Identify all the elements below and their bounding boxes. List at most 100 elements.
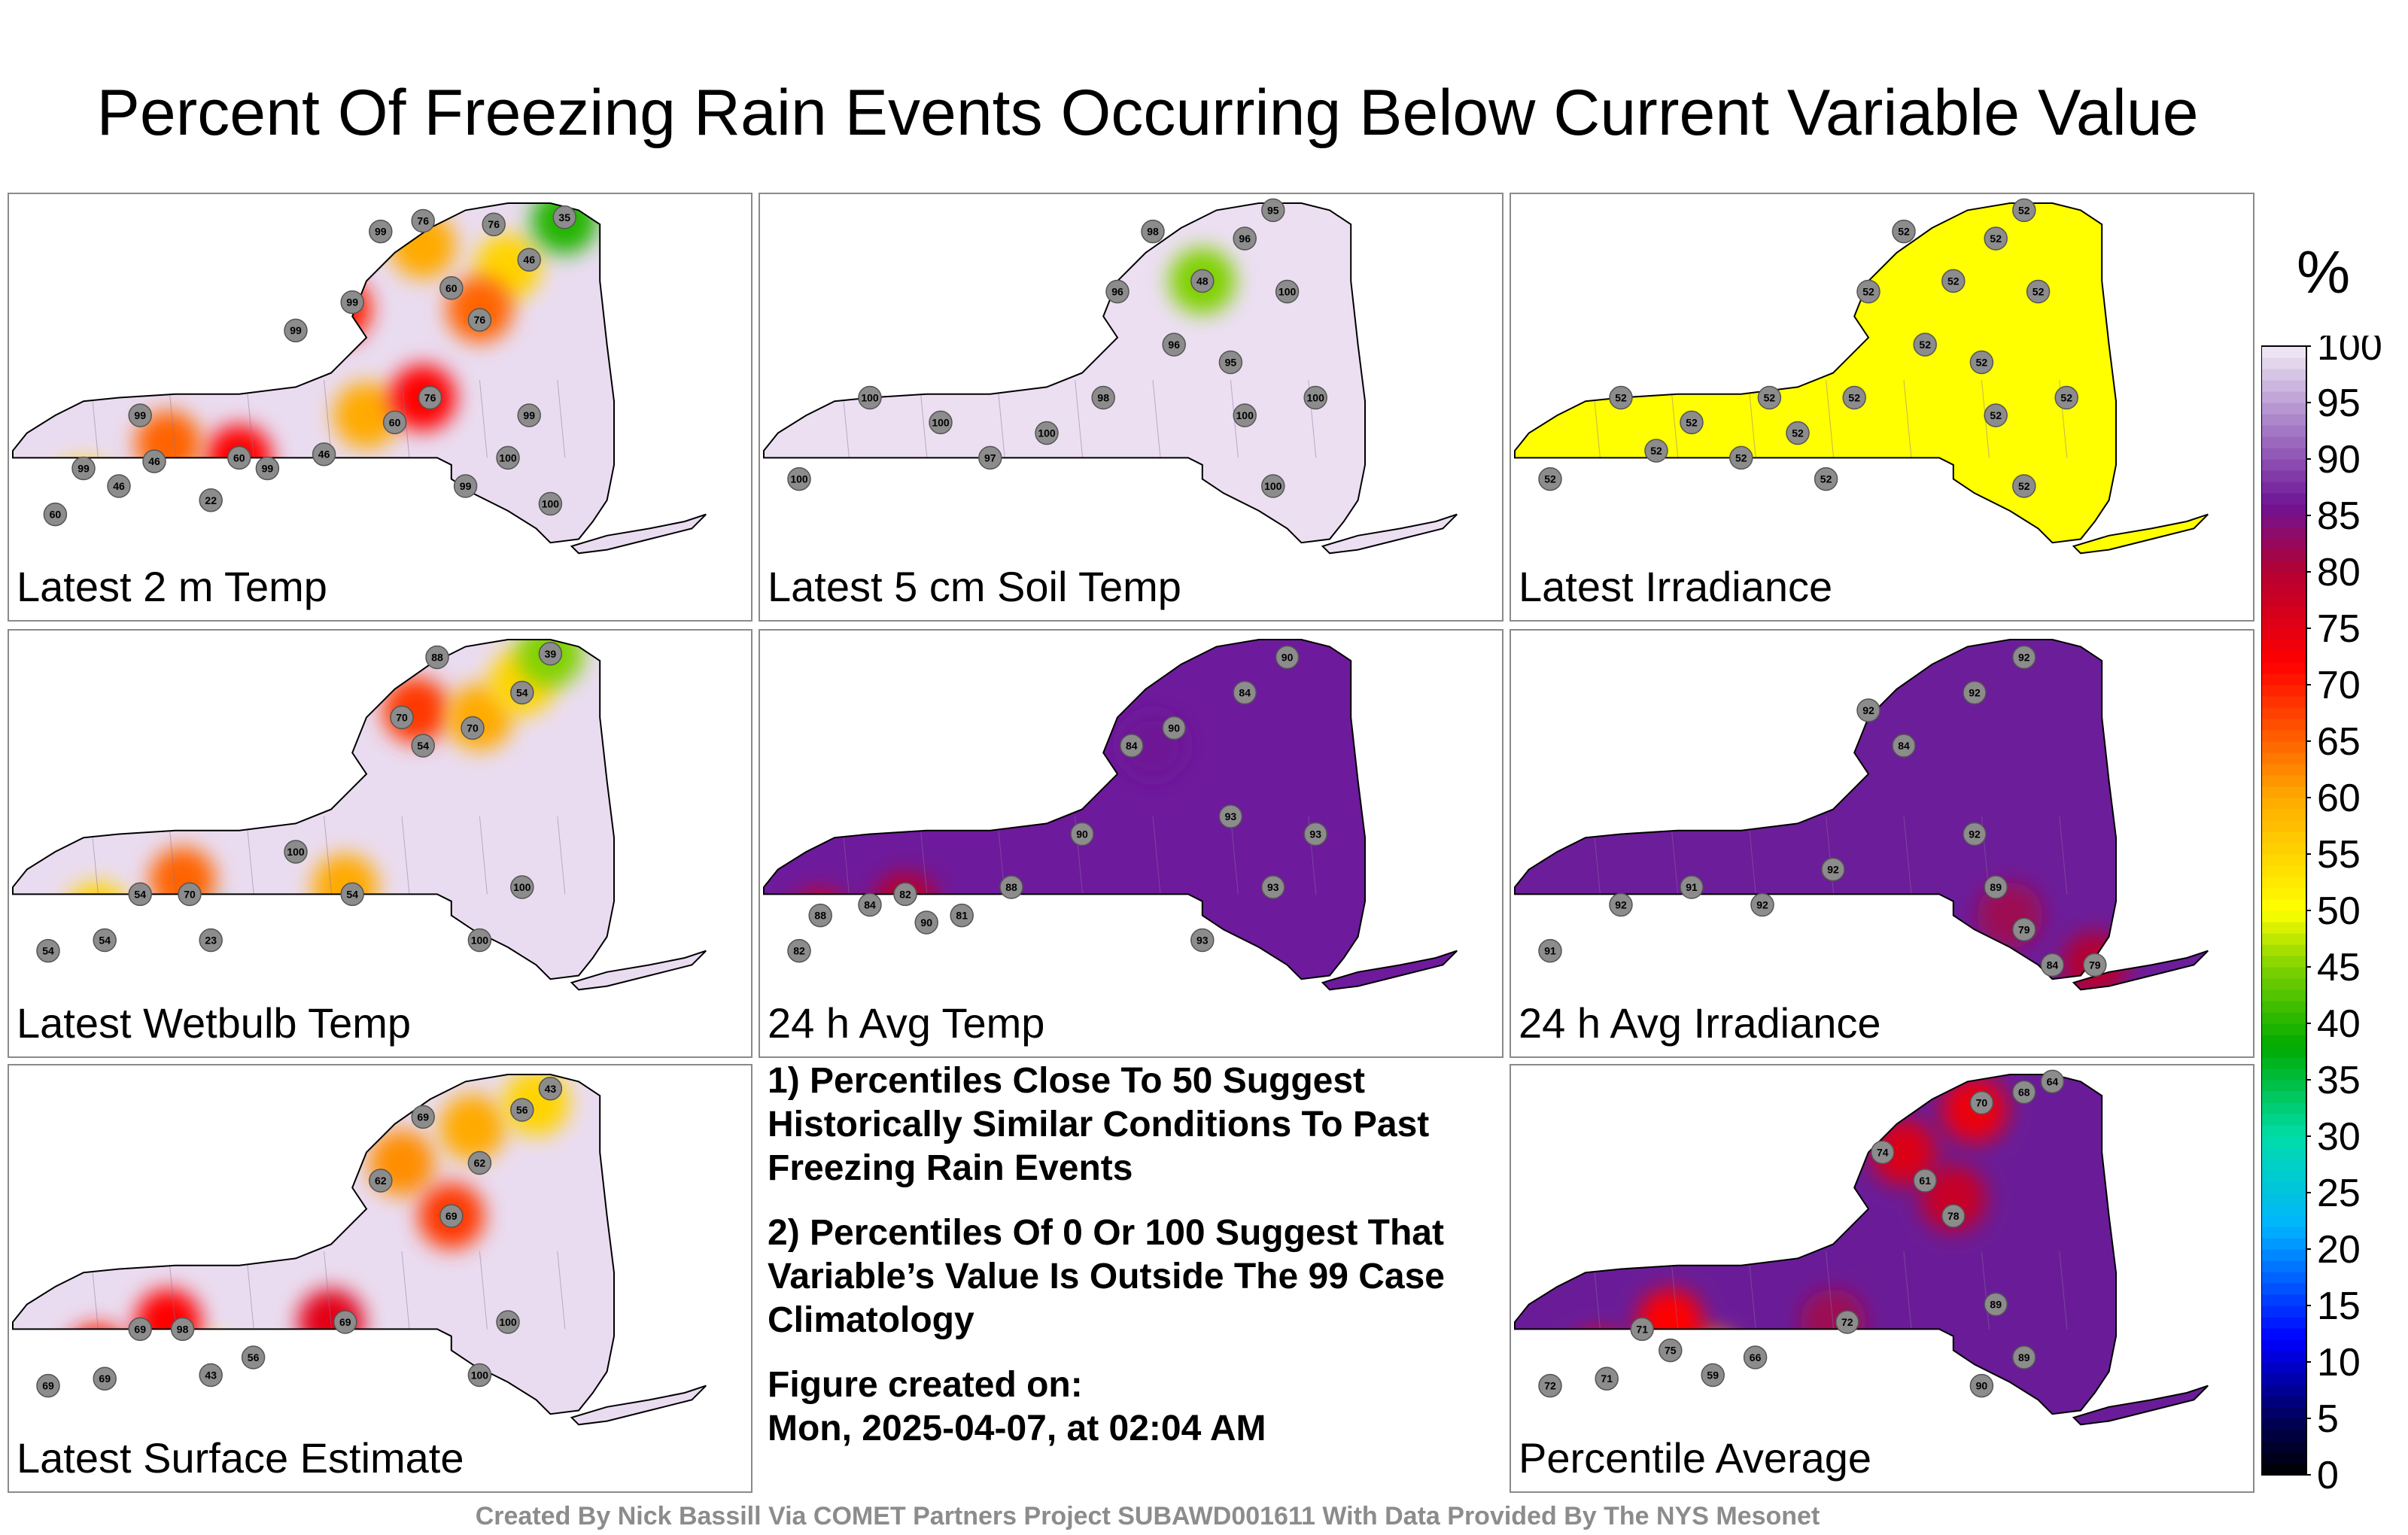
station-value: 52 [1862, 286, 1874, 298]
colorbar-tick-label: 80 [2317, 551, 2361, 594]
station-marker: 84 [2040, 953, 2065, 977]
station-value: 52 [2018, 480, 2030, 492]
colorbar-band [2261, 1125, 2306, 1137]
station-marker: 69 [93, 1366, 117, 1391]
colorbar-band [2261, 425, 2306, 437]
station-marker: 81 [950, 903, 974, 928]
colorbar-band [2261, 956, 2306, 968]
station-marker: 69 [411, 1105, 435, 1129]
station-marker: 72 [1538, 1373, 1562, 1398]
station-value: 72 [1841, 1316, 1853, 1328]
colorbar-band [2261, 730, 2306, 742]
colorbar-band [2261, 1068, 2306, 1081]
long-island-outline [570, 513, 707, 555]
panel-percentile-average: 72 71 71 75 59 66 72 74 61 70 68 64 78 89 89 90 Percenti… [1510, 1064, 2254, 1493]
created-value: Mon, 2025-04-07, at 02:04 AM [768, 1409, 1266, 1448]
station-value: 69 [42, 1380, 54, 1392]
long-island-outline [1321, 513, 1458, 555]
state-outline [12, 639, 615, 980]
station-value: 99 [78, 463, 90, 475]
station-value: 69 [417, 1111, 429, 1123]
station-value: 71 [1601, 1372, 1613, 1385]
colorbar-band [2261, 1351, 2306, 1363]
panel-latest-2m-temp: 60 99 46 46 22 60 99 46 60 76 99 76 76 46 35 60 76 99 99 99… [8, 193, 752, 622]
panel-24h-avg-irradiance: 91 92 91 92 92 92 84 92 92 92 89 79 79 84 24 h Avg Irr… [1510, 629, 2254, 1058]
station-marker: 54 [340, 882, 364, 907]
station-value: 92 [1756, 899, 1768, 911]
station-marker: 69 [439, 1204, 464, 1228]
colorbar-tick-label: 90 [2317, 438, 2361, 482]
station-marker: 52 [1842, 385, 1866, 410]
colorbar-band [2261, 572, 2306, 584]
station-marker: 43 [538, 1077, 563, 1101]
colorbar-band [2261, 1001, 2306, 1013]
station-marker: 46 [107, 474, 131, 498]
station-marker: 98 [170, 1317, 195, 1342]
long-island-outline [1321, 950, 1458, 991]
station-value: 71 [1636, 1323, 1648, 1335]
map-latest-irradiance: 52 52 52 52 52 52 52 52 52 52 52 52 52 52 52 52 52 52 52 52 [1514, 198, 2209, 555]
station-marker: 52 [1757, 385, 1782, 410]
station-value: 52 [1650, 445, 1662, 457]
colorbar-band [2261, 741, 2306, 753]
station-value: 54 [42, 945, 54, 957]
station-value: 93 [1196, 935, 1209, 947]
station-marker: 99 [284, 318, 308, 342]
station-value: 46 [148, 455, 160, 467]
station-marker: 54 [36, 938, 60, 963]
station-marker: 54 [128, 882, 152, 907]
station-marker: 84 [1120, 734, 1144, 758]
station-marker: 91 [1680, 875, 1704, 899]
colorbar-band [2261, 594, 2306, 606]
station-marker: 70 [178, 882, 202, 907]
station-value: 60 [445, 282, 458, 294]
station-marker: 100 [787, 467, 811, 491]
station-value: 60 [389, 416, 401, 428]
station-marker: 52 [1729, 445, 1753, 470]
station-value: 74 [1877, 1146, 1889, 1158]
station-marker: 71 [1595, 1366, 1619, 1391]
station-marker: 90 [1275, 645, 1300, 670]
station-marker: 92 [1609, 892, 1633, 917]
station-marker: 46 [312, 442, 336, 467]
station-value: 96 [1239, 233, 1251, 245]
station-value: 99 [460, 480, 472, 492]
station-value: 52 [1990, 233, 2002, 245]
station-value: 43 [205, 1369, 217, 1382]
station-value: 82 [793, 945, 805, 957]
colorbar-band [2261, 651, 2306, 663]
station-marker: 98 [1091, 385, 1115, 410]
station-marker: 92 [1750, 892, 1774, 917]
station-marker: 100 [284, 840, 308, 864]
station-value: 46 [523, 254, 535, 266]
colorbar-unit: % [2297, 239, 2351, 305]
panel-label: Percentile Average [1519, 1434, 1872, 1482]
state-outline [1514, 202, 2117, 544]
station-marker: 90 [1969, 1373, 1994, 1398]
colorbar-band [2261, 493, 2306, 505]
colorbar-tick-label: 0 [2317, 1454, 2339, 1494]
colorbar-band [2261, 1215, 2306, 1227]
colorbar-tick-label: 60 [2317, 777, 2361, 820]
station-value: 98 [1097, 392, 1109, 404]
station-value: 99 [523, 409, 535, 421]
colorbar-band [2261, 1012, 2306, 1024]
station-value: 100 [861, 392, 879, 404]
colorbar-band [2261, 1328, 2306, 1340]
station-marker: 52 [2012, 474, 2036, 498]
colorbar-band [2261, 786, 2306, 798]
station-marker: 100 [858, 385, 882, 410]
station-value: 90 [1282, 652, 1294, 664]
colorbar-band [2261, 854, 2306, 866]
station-value: 89 [1990, 881, 2002, 893]
station-marker: 100 [1035, 421, 1059, 445]
station-value: 52 [1686, 416, 1698, 428]
station-value: 84 [864, 899, 876, 911]
long-island-outline [2072, 513, 2209, 555]
station-marker: 61 [1913, 1169, 1937, 1193]
station-value: 84 [1898, 740, 1910, 752]
station-value: 99 [134, 409, 146, 421]
state-outline [763, 202, 1366, 544]
station-marker: 52 [1984, 226, 2008, 251]
station-marker: 74 [1871, 1140, 1895, 1165]
